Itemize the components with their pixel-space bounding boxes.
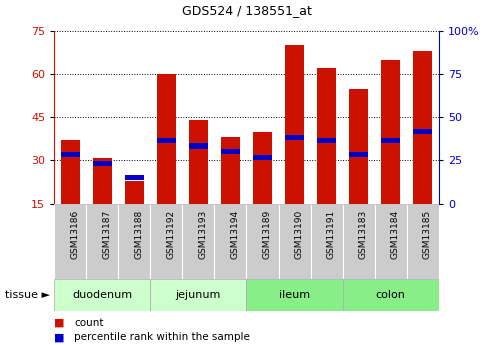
Text: GSM13185: GSM13185 <box>423 210 432 259</box>
Bar <box>311 204 343 279</box>
Text: GSM13192: GSM13192 <box>166 210 176 259</box>
Text: count: count <box>74 318 104 327</box>
Bar <box>118 204 150 279</box>
Bar <box>246 204 279 279</box>
Bar <box>413 129 432 134</box>
Bar <box>253 132 272 204</box>
Text: colon: colon <box>376 290 406 300</box>
Bar <box>214 204 246 279</box>
Bar <box>221 137 240 204</box>
Text: ■: ■ <box>54 333 65 342</box>
Bar <box>253 155 272 160</box>
Text: ileum: ileum <box>279 290 310 300</box>
Bar <box>125 175 144 180</box>
Bar <box>157 138 176 143</box>
Bar <box>343 204 375 279</box>
Bar <box>182 204 214 279</box>
Bar <box>61 152 80 157</box>
Bar <box>189 120 208 204</box>
Bar <box>54 204 86 279</box>
Text: GSM13184: GSM13184 <box>390 210 400 259</box>
Bar <box>407 204 439 279</box>
Bar <box>317 68 336 204</box>
Bar <box>381 138 400 143</box>
Bar <box>317 138 336 143</box>
Bar <box>61 140 80 204</box>
Bar <box>285 135 304 140</box>
Bar <box>343 279 439 311</box>
Text: GSM13190: GSM13190 <box>295 210 304 259</box>
Text: GSM13189: GSM13189 <box>262 210 272 259</box>
Text: jejunum: jejunum <box>176 290 221 300</box>
Bar <box>150 279 246 311</box>
Bar <box>381 60 400 204</box>
Text: GSM13186: GSM13186 <box>70 210 79 259</box>
Text: GSM13188: GSM13188 <box>134 210 143 259</box>
Text: ■: ■ <box>54 318 65 327</box>
Bar <box>86 204 118 279</box>
Bar <box>349 152 368 157</box>
Bar <box>189 144 208 149</box>
Bar <box>279 204 311 279</box>
Text: GSM13191: GSM13191 <box>326 210 336 259</box>
Bar <box>349 89 368 204</box>
Text: GSM13187: GSM13187 <box>102 210 111 259</box>
Bar <box>125 180 144 204</box>
Text: GDS524 / 138551_at: GDS524 / 138551_at <box>181 4 312 17</box>
Text: tissue ►: tissue ► <box>5 290 50 300</box>
Bar <box>93 161 112 166</box>
Text: percentile rank within the sample: percentile rank within the sample <box>74 333 250 342</box>
Bar <box>375 204 407 279</box>
Bar <box>93 158 112 204</box>
Bar <box>54 279 150 311</box>
Bar <box>221 149 240 155</box>
Bar <box>150 204 182 279</box>
Text: GSM13194: GSM13194 <box>230 210 240 259</box>
Bar <box>157 74 176 204</box>
Bar <box>413 51 432 204</box>
Text: GSM13183: GSM13183 <box>358 210 368 259</box>
Text: duodenum: duodenum <box>72 290 132 300</box>
Text: GSM13193: GSM13193 <box>198 210 208 259</box>
Bar <box>246 279 343 311</box>
Bar <box>285 46 304 204</box>
